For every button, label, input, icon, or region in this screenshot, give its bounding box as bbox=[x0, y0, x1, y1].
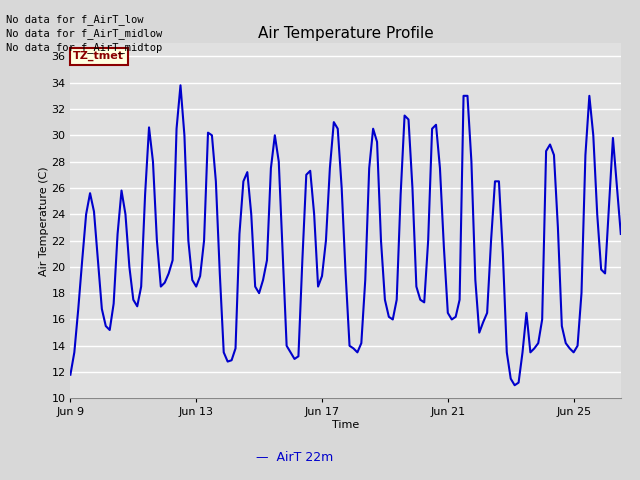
Text: No data for f_AirT_midtop: No data for f_AirT_midtop bbox=[6, 42, 163, 53]
Title: Air Temperature Profile: Air Temperature Profile bbox=[258, 25, 433, 41]
Text: No data for f_AirT_midlow: No data for f_AirT_midlow bbox=[6, 28, 163, 39]
Y-axis label: Air Temperature (C): Air Temperature (C) bbox=[38, 166, 49, 276]
Text: —  AirT 22m: — AirT 22m bbox=[256, 451, 333, 464]
X-axis label: Time: Time bbox=[332, 420, 359, 430]
Text: No data for f_AirT_low: No data for f_AirT_low bbox=[6, 13, 144, 24]
Text: TZ_tmet: TZ_tmet bbox=[73, 51, 124, 61]
